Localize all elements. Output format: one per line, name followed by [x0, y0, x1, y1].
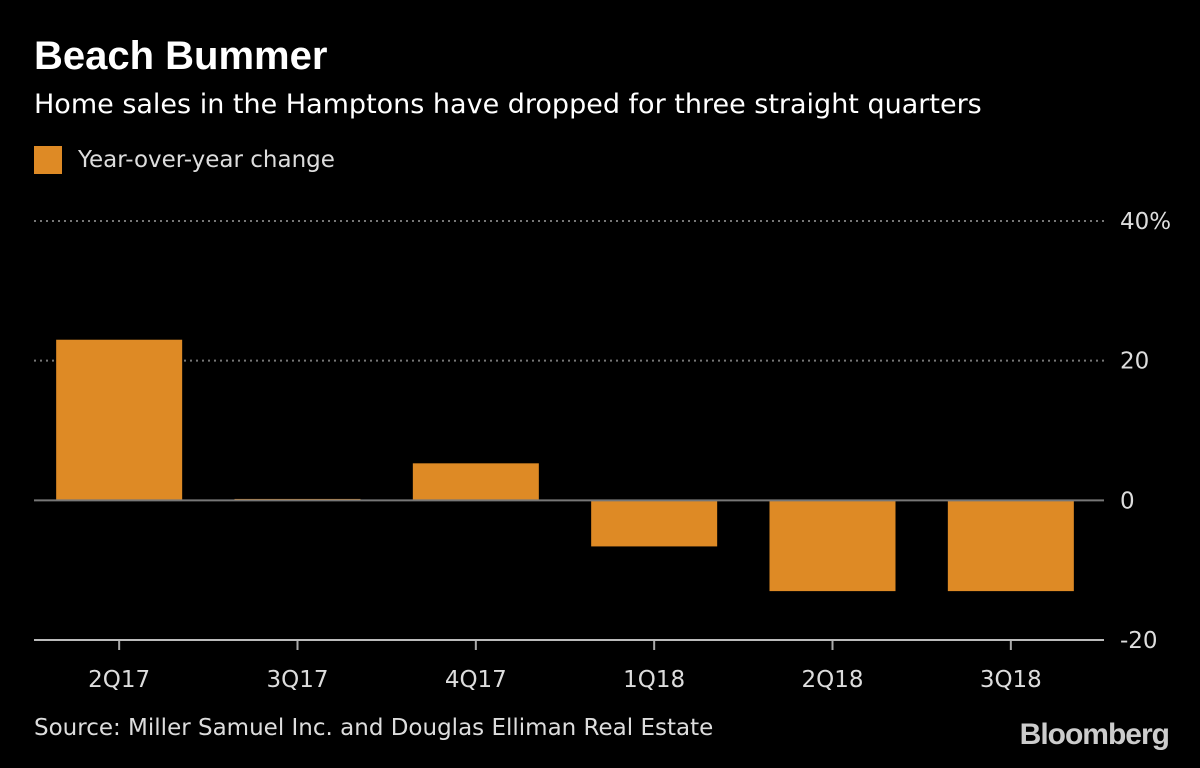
bar — [591, 500, 718, 547]
x-tick-label: 2Q17 — [88, 667, 150, 693]
y-tick-label: 40% — [1120, 209, 1171, 235]
x-tick-label: 4Q17 — [445, 667, 507, 693]
legend-label: Year-over-year change — [78, 147, 335, 173]
x-tick-label: 3Q18 — [980, 667, 1042, 693]
y-tick-label: 20 — [1120, 349, 1149, 375]
x-tick-label: 1Q18 — [623, 667, 685, 693]
source-note: Source: Miller Samuel Inc. and Douglas E… — [34, 715, 714, 741]
legend: Year-over-year change — [34, 146, 335, 174]
x-tick-label: 3Q17 — [266, 667, 328, 693]
bar — [412, 463, 539, 501]
chart-subtitle: Home sales in the Hamptons have dropped … — [34, 89, 982, 120]
y-tick-label: -20 — [1120, 628, 1158, 654]
legend-swatch — [34, 146, 62, 174]
bar — [947, 500, 1074, 592]
y-tick-label: 0 — [1120, 488, 1135, 514]
bar — [56, 339, 183, 501]
chart-title: Beach Bummer — [34, 34, 328, 78]
bar — [769, 500, 896, 592]
x-tick-label: 2Q18 — [801, 667, 863, 693]
bloomberg-logo: Bloomberg — [1019, 718, 1170, 751]
